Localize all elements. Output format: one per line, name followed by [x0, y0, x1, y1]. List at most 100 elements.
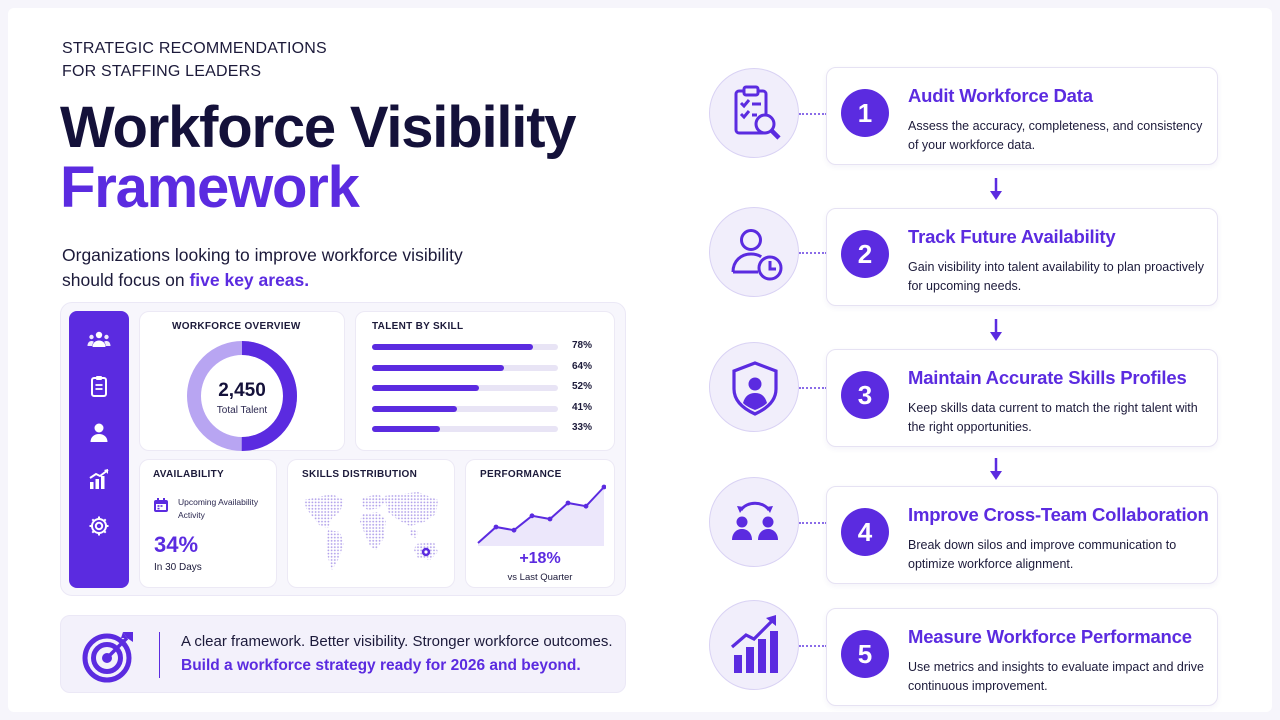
step-5-connector — [799, 645, 827, 647]
skill-bar-track — [372, 344, 558, 350]
skill-bar-track — [372, 385, 558, 391]
workforce-total-value: 2,450 — [218, 380, 266, 401]
performance-point — [493, 524, 499, 530]
closing-banner: A clear framework. Better visibility. St… — [60, 615, 626, 693]
eyebrow-line-1: STRATEGIC RECOMMENDATIONS — [62, 40, 327, 57]
step-3-title: Maintain Accurate Skills Profiles — [908, 367, 1187, 388]
skill-bar-fill — [372, 426, 441, 432]
step-4-connector — [799, 522, 827, 524]
step-5-title: Measure Workforce Performance — [908, 626, 1192, 647]
performance-card[interactable]: PERFORMANCE +18% vs Last Quarter — [465, 459, 615, 588]
performance-sub: vs Last Quarter — [507, 572, 573, 583]
skill-row: 78% — [372, 340, 602, 354]
checklist-search-icon — [734, 85, 781, 140]
skill-bar-fill — [372, 364, 505, 371]
step-1-title: Audit Workforce Data — [908, 85, 1093, 106]
step-4-card[interactable]: 4 Improve Cross-Team Collaboration Break… — [826, 486, 1218, 584]
step-4-description: Break down silos and improve communicati… — [908, 538, 1177, 571]
clipboard-icon[interactable] — [87, 374, 111, 398]
skill-row: 52% — [372, 381, 602, 395]
performance-point — [583, 503, 589, 509]
workforce-overview-card[interactable]: WORKFORCE OVERVIEW 2,450 Total Talent — [139, 311, 345, 451]
arrow-down-icon — [990, 178, 1002, 200]
performance-point — [565, 500, 571, 506]
step-4-title: Improve Cross-Team Collaboration — [908, 504, 1209, 525]
eyebrow-heading: STRATEGIC RECOMMENDATIONS FOR STAFFING L… — [62, 37, 462, 83]
skills-distribution-card[interactable]: SKILLS DISTRIBUTION — [287, 459, 455, 588]
page-title-line-1: Workforce Visibility — [60, 95, 577, 160]
step-1-icon-circle — [709, 68, 799, 158]
user-icon[interactable] — [87, 420, 111, 444]
skill-bar-track — [372, 405, 558, 412]
step-2-connector — [799, 252, 827, 254]
skill-percent-label: 41% — [572, 401, 593, 413]
skill-bar-track — [372, 426, 558, 432]
intro-emphasis: five key areas. — [189, 270, 310, 290]
step-1-description: Assess the accuracy, completeness, and c… — [908, 119, 1203, 152]
intro-body: Organizations looking to improve workfor… — [62, 245, 463, 290]
step-2-icon-circle — [709, 207, 799, 297]
skill-row: 41% — [372, 402, 602, 416]
intro-text: Organizations looking to improve workfor… — [62, 243, 502, 293]
step-3-icon-circle — [709, 342, 799, 432]
step-1-number: 1 — [841, 89, 889, 137]
skills-distribution-title: SKILLS DISTRIBUTION — [302, 469, 418, 480]
skill-bar-fill — [372, 385, 480, 391]
eyebrow-line-2: FOR STAFFING LEADERS — [62, 63, 262, 80]
page-title-line-2: Framework — [60, 155, 360, 220]
performance-point — [601, 484, 606, 490]
skill-row: 33% — [372, 422, 602, 436]
skill-percent-label: 78% — [572, 340, 593, 351]
step-4-icon-circle — [709, 477, 799, 567]
step-5-card[interactable]: 5 Measure Workforce Performance Use metr… — [826, 608, 1218, 706]
performance-point — [529, 513, 535, 519]
step-5-icon-circle — [709, 600, 799, 690]
step-1-card[interactable]: 1 Audit Workforce Data Assess the accura… — [826, 67, 1218, 165]
world-map — [304, 492, 438, 570]
arrow-down-icon — [990, 319, 1002, 341]
availability-card[interactable]: AVAILABILITY Upcoming Availability Activ… — [139, 459, 277, 588]
calendar-icon — [154, 498, 168, 512]
step-2-description: Gain visibility into talent availability… — [908, 260, 1204, 293]
skill-bar-track — [372, 364, 558, 371]
performance-line-chart — [477, 484, 606, 546]
user-shield-icon — [732, 361, 778, 416]
skill-percent-label: 64% — [572, 360, 593, 372]
workforce-total-label: Total Talent — [216, 405, 268, 416]
step-2-title: Track Future Availability — [908, 226, 1116, 247]
step-3-connector — [799, 387, 827, 389]
performance-title: PERFORMANCE — [480, 469, 562, 480]
step-5-number: 5 — [841, 630, 889, 678]
step-3-number: 3 — [841, 371, 889, 419]
gear-icon[interactable] — [87, 514, 111, 538]
growth-bars-icon — [730, 615, 778, 673]
talent-by-skill-title: TALENT BY SKILL — [372, 321, 464, 332]
step-3-card[interactable]: 3 Maintain Accurate Skills Profiles Keep… — [826, 349, 1218, 447]
availability-label: Upcoming Availability Activity — [178, 497, 259, 520]
skill-row: 64% — [372, 361, 602, 375]
skill-bar-fill — [372, 344, 534, 350]
workforce-donut-chart — [187, 341, 297, 451]
performance-value: +18% — [519, 550, 561, 567]
team-exchange-icon — [732, 501, 778, 540]
availability-title: AVAILABILITY — [153, 469, 225, 480]
skill-bar-fill — [372, 405, 457, 412]
step-5-description: Use metrics and insights to evaluate imp… — [908, 660, 1204, 693]
talent-by-skill-card[interactable]: TALENT BY SKILL 78% 64% 52% 41% 33% — [355, 311, 615, 451]
skill-percent-label: 52% — [572, 381, 593, 392]
dashboard-sidebar — [69, 311, 129, 588]
availability-period: In 30 Days — [154, 562, 202, 573]
step-2-card[interactable]: 2 Track Future Availability Gain visibil… — [826, 208, 1218, 306]
user-clock-icon — [731, 229, 783, 281]
availability-value: 34% — [154, 532, 199, 557]
performance-point — [547, 516, 553, 522]
growth-chart-icon[interactable] — [87, 467, 111, 491]
step-1-connector — [799, 113, 827, 115]
target-icon — [82, 632, 133, 683]
skill-percent-label: 33% — [572, 422, 593, 433]
performance-point — [511, 527, 517, 533]
step-4-number: 4 — [841, 508, 889, 556]
people-icon[interactable] — [87, 328, 111, 352]
banner-line-2: Build a workforce strategy ready for 202… — [181, 657, 581, 674]
arrow-down-icon — [990, 458, 1002, 480]
